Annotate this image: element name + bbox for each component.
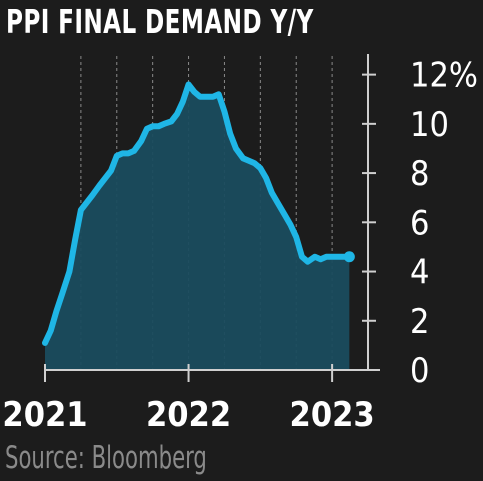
x-ticks: 2021 2022 2023 (2, 364, 375, 435)
x-tick-label: 2023 (290, 395, 375, 435)
series-endpoint-marker (343, 251, 355, 263)
y-tick-label: 2 (410, 302, 429, 342)
series-area (45, 84, 350, 370)
y-tick-label: 10 (410, 105, 449, 145)
series-line (42, 81, 353, 346)
chart-title: PPI FINAL DEMAND Y/Y (6, 2, 314, 41)
x-tick-label: 2022 (146, 395, 231, 435)
x-tick-label: 2021 (2, 395, 87, 435)
y-tick-label: 12% (410, 56, 478, 96)
y-ticks: 0 2 4 6 8 10 12% (362, 56, 478, 391)
y-tick-label: 4 (410, 253, 429, 293)
source-note: Source: Bloomberg (5, 440, 207, 476)
y-tick-label: 0 (410, 351, 429, 391)
y-tick-label: 8 (410, 154, 429, 194)
y-tick-label: 6 (410, 203, 429, 243)
